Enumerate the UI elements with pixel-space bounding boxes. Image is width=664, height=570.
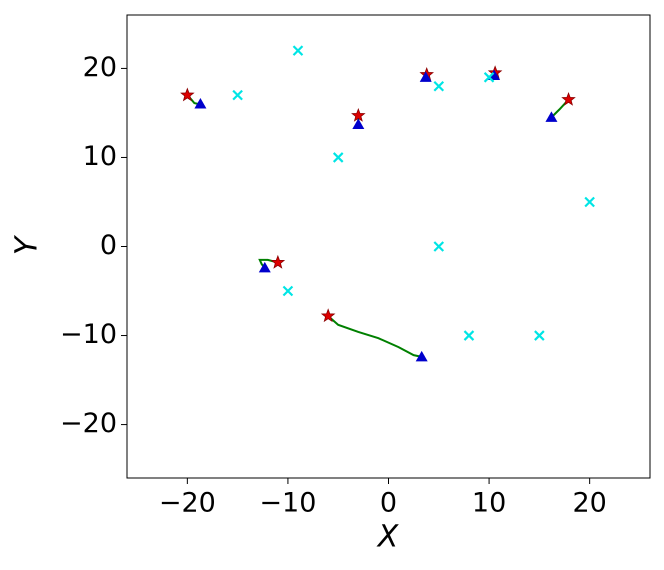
target-point <box>292 45 304 56</box>
start-point <box>320 308 336 323</box>
end-point <box>488 69 501 81</box>
start-point <box>351 107 366 122</box>
end-point <box>352 118 365 130</box>
target-point <box>483 72 495 83</box>
x-axis-label: X <box>376 520 400 555</box>
trajectory <box>327 315 422 358</box>
target-point <box>282 285 294 297</box>
y-tick-label: −10 <box>60 319 117 350</box>
target-point <box>232 89 243 101</box>
end-point <box>194 98 207 109</box>
target-point <box>463 330 475 341</box>
plot-frame <box>126 14 651 479</box>
end-point <box>258 261 271 273</box>
x-tick-label: −10 <box>259 488 316 519</box>
target-point <box>332 152 344 163</box>
x-tick-label: 20 <box>572 488 606 519</box>
end-point <box>415 350 428 362</box>
y-tick-label: 20 <box>83 52 117 83</box>
end-point <box>545 111 558 122</box>
y-axis-label: Y <box>10 234 45 255</box>
start-point <box>180 87 195 102</box>
target-point <box>534 330 545 341</box>
start-point <box>270 254 286 269</box>
x-tick-label: −20 <box>159 488 216 519</box>
y-tick-label: −20 <box>60 408 117 439</box>
target-point <box>433 241 445 252</box>
target-point <box>584 196 595 208</box>
y-tick-label: 10 <box>83 141 117 172</box>
x-tick-label: 0 <box>380 488 397 519</box>
end-point <box>419 71 432 82</box>
start-point <box>561 91 576 106</box>
y-tick-label: 0 <box>100 230 117 261</box>
x-tick-label: 10 <box>472 488 506 519</box>
target-point <box>433 80 445 92</box>
